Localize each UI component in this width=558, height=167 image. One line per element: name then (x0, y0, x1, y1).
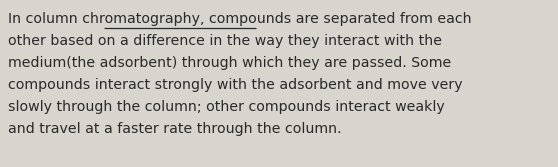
Text: other based on a difference in the way they interact with the: other based on a difference in the way t… (8, 34, 442, 48)
Text: slowly through the column; other compounds interact weakly: slowly through the column; other compoun… (8, 100, 445, 114)
Text: medium(the adsorbent) through which they are passed. Some: medium(the adsorbent) through which they… (8, 56, 451, 70)
Text: In column: In column (8, 12, 82, 26)
Text: compounds interact strongly with the adsorbent and move very: compounds interact strongly with the ads… (8, 78, 463, 92)
Text: In column chromatography: In column chromatography (8, 12, 200, 26)
Text: In column chromatography, compounds are separated from each: In column chromatography, compounds are … (8, 12, 472, 26)
Text: and travel at a faster rate through the column.: and travel at a faster rate through the … (8, 122, 341, 136)
